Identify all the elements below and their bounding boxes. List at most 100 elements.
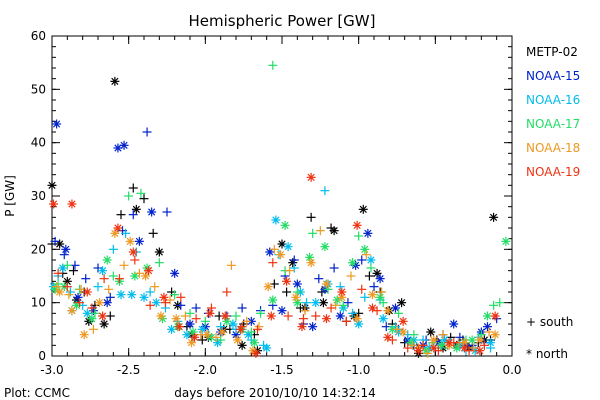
north-point — [170, 268, 180, 278]
south-point — [121, 228, 131, 238]
legend-entry: NOAA-19 — [526, 165, 580, 179]
x-tick-label: -1.5 — [270, 363, 293, 377]
north-point — [501, 236, 511, 246]
north-point — [185, 319, 195, 329]
series-noaa-19 — [49, 172, 500, 358]
south-point — [191, 314, 201, 324]
y-tick-label: 0 — [38, 349, 46, 363]
series-noaa-18 — [52, 226, 500, 358]
north-point — [490, 311, 500, 321]
north-point — [251, 348, 261, 358]
south-point — [176, 300, 186, 310]
south-point — [176, 292, 186, 302]
south-point — [346, 271, 356, 281]
north-point — [378, 314, 388, 324]
south-point — [246, 327, 256, 337]
y-tick-label: 10 — [31, 296, 46, 310]
north-point — [61, 244, 71, 254]
south-point — [130, 255, 140, 265]
north-point — [171, 314, 181, 324]
north-point — [292, 279, 302, 289]
north-point — [263, 282, 273, 292]
south-point — [314, 274, 324, 284]
south-point — [366, 263, 376, 273]
south-point — [191, 303, 201, 313]
south-point — [455, 332, 465, 342]
north-point — [291, 292, 301, 302]
south-point — [105, 311, 115, 321]
y-tick-label: 40 — [31, 136, 46, 150]
south-point — [438, 330, 448, 340]
south-point — [142, 127, 152, 137]
south-point — [124, 191, 134, 201]
south-point — [211, 332, 221, 342]
north-point — [375, 274, 385, 284]
marker-key-south: + south — [526, 315, 573, 329]
south-point — [394, 308, 404, 318]
y-tick-label: 60 — [31, 29, 46, 43]
y-tick-label: 50 — [31, 82, 46, 96]
south-point — [464, 346, 474, 356]
south-point — [357, 284, 367, 294]
north-point — [398, 327, 408, 337]
north-point — [271, 215, 281, 225]
south-point — [361, 250, 371, 260]
north-point — [144, 266, 154, 276]
x-tick-label: 0.0 — [502, 363, 521, 377]
north-point — [335, 311, 345, 321]
north-point — [205, 308, 215, 318]
north-point — [202, 330, 212, 340]
north-point — [306, 258, 316, 268]
north-point — [131, 204, 141, 214]
south-point — [237, 303, 247, 313]
north-point — [217, 327, 227, 337]
south-point — [289, 263, 299, 273]
north-point — [52, 119, 62, 129]
south-point — [300, 306, 310, 316]
south-point — [489, 300, 499, 310]
south-point — [282, 287, 292, 297]
south-point — [136, 188, 146, 198]
north-point — [348, 258, 358, 268]
south-point — [145, 300, 155, 310]
y-axis-label: P [GW] — [3, 175, 17, 217]
x-tick-label: -2.0 — [194, 363, 217, 377]
south-point — [403, 343, 413, 353]
north-point — [366, 255, 376, 265]
south-point — [99, 274, 109, 284]
south-point — [372, 306, 382, 316]
north-point — [47, 180, 57, 190]
south-point — [104, 284, 114, 294]
south-point — [285, 266, 295, 276]
north-point — [113, 143, 123, 153]
south-point — [423, 348, 433, 358]
north-point — [413, 346, 423, 356]
north-point — [329, 226, 339, 236]
south-point — [128, 183, 138, 193]
north-point — [360, 244, 370, 254]
north-point — [147, 207, 157, 217]
north-point — [98, 311, 108, 321]
north-point — [398, 316, 408, 326]
south-point — [409, 330, 419, 340]
south-point — [357, 255, 367, 265]
south-point — [81, 274, 91, 284]
y-tick-label: 20 — [31, 242, 46, 256]
south-point — [128, 210, 138, 220]
south-point — [283, 311, 293, 321]
north-point — [467, 335, 477, 345]
north-point — [236, 324, 246, 334]
north-point — [95, 298, 105, 308]
south-point — [108, 271, 118, 281]
north-point — [67, 306, 77, 316]
south-point — [256, 308, 266, 318]
north-point — [358, 204, 368, 214]
north-point — [321, 279, 331, 289]
north-point — [55, 287, 65, 297]
north-point — [102, 255, 112, 265]
south-point — [170, 290, 180, 300]
north-point — [482, 311, 492, 321]
south-point — [331, 300, 341, 310]
south-point — [180, 311, 190, 321]
south-point — [479, 340, 489, 350]
